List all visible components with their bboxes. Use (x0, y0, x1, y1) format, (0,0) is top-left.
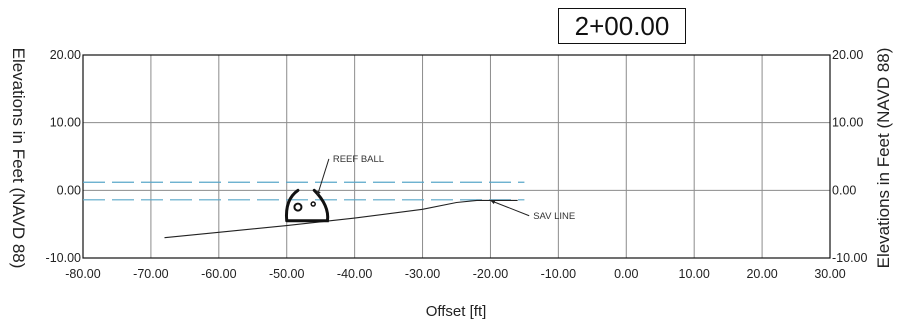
annotation-arrowhead (490, 200, 496, 205)
x-axis-title: Offset [ft] (425, 303, 487, 320)
tick-labels: -80.00 -70.00 -60.00 -50.00 -40.00 -30.00 -20.… (46, 48, 868, 281)
reef-ball-hole (310, 201, 316, 207)
y-axis-title-left: Elevations in Feet (NAVD 88) (9, 47, 28, 269)
x-tick-label: -60.00 (201, 267, 236, 281)
annotation-label: REEF BALL (333, 154, 384, 165)
annotation-arrowhead (316, 190, 321, 196)
y-axis-title-right: Elevations in Feet (NAVD 88) (874, 47, 893, 269)
ground-profile (164, 199, 518, 239)
x-tick-label: -10.00 (541, 267, 576, 281)
x-tick-label: -30.00 (405, 267, 440, 281)
x-tick-label: -50.00 (269, 267, 304, 281)
x-tick-label: -20.00 (473, 267, 508, 281)
x-tick-label: 10.00 (679, 267, 710, 281)
annotation-leader (490, 200, 530, 217)
annotations: REEF BALL SAV LINE (316, 154, 575, 222)
ground-line (164, 199, 518, 239)
y-tick-label-left: -10.00 (46, 251, 81, 265)
y-tick-label-left: 20.00 (50, 48, 81, 62)
station-label: 2+00.00 (558, 8, 686, 44)
annotation-leader (316, 158, 330, 196)
x-tick-label: 0.00 (614, 267, 638, 281)
water-levels (83, 181, 525, 201)
reef-ball-symbol (284, 188, 330, 223)
plot-frame (82, 54, 831, 259)
y-tick-label-right: 0.00 (832, 183, 856, 197)
x-tick-label: -40.00 (337, 267, 372, 281)
grid (82, 54, 831, 259)
y-tick-label-left: 10.00 (50, 116, 81, 130)
reef-ball-hole (293, 202, 303, 212)
x-tick-label: 20.00 (746, 267, 777, 281)
x-tick-label: 30.00 (814, 267, 845, 281)
x-tick-label: -80.00 (65, 267, 100, 281)
y-tick-label-left: 0.00 (57, 183, 81, 197)
x-tick-label: -70.00 (133, 267, 168, 281)
y-tick-label-right: 20.00 (832, 48, 863, 62)
reef-ball-outline (284, 188, 330, 223)
y-tick-label-right: -10.00 (832, 251, 867, 265)
annotation-label: SAV LINE (533, 211, 575, 222)
y-tick-label-right: 10.00 (832, 116, 863, 130)
